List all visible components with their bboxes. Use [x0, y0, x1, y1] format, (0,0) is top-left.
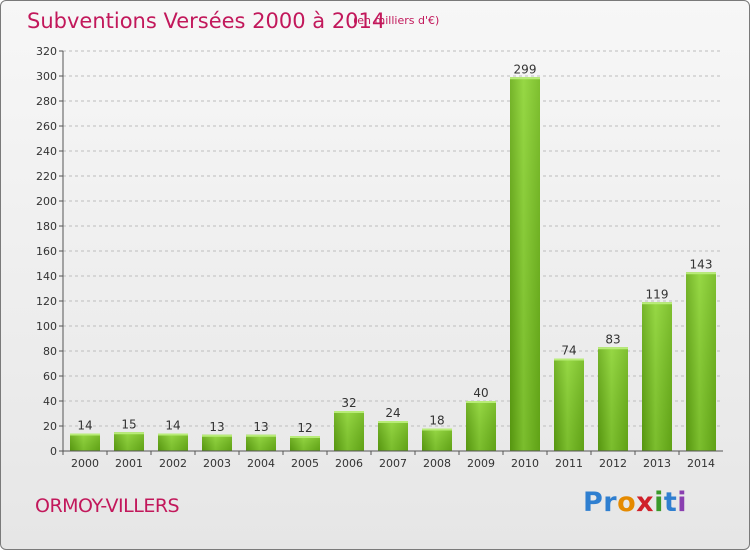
x-tick-label: 2004	[247, 457, 275, 470]
bar-shade	[466, 401, 496, 451]
bar-shade	[70, 433, 100, 451]
bar-top	[554, 358, 584, 361]
y-tick-label: 240	[36, 145, 57, 158]
value-label: 24	[385, 406, 400, 420]
bar-shade	[290, 436, 320, 451]
commune-name: ORMOY-VILLERS	[35, 495, 180, 517]
logo-part: o	[617, 487, 637, 518]
bar-shade	[158, 433, 188, 451]
y-tick-label: 100	[36, 320, 57, 333]
y-tick-label: 0	[50, 445, 57, 458]
bar-top	[598, 347, 628, 350]
logo-part: i	[677, 487, 688, 518]
bar-shade	[422, 428, 452, 451]
bar-shade	[114, 432, 144, 451]
bar-top	[378, 421, 408, 423]
x-tick-label: 2010	[511, 457, 539, 470]
x-tick-label: 2012	[599, 457, 627, 470]
chart-title: Subventions Versées 2000 à 2014	[27, 9, 386, 33]
bar-top	[246, 434, 276, 437]
value-label: 14	[77, 419, 92, 433]
y-tick-label: 260	[36, 120, 57, 133]
y-tick-label: 300	[36, 70, 57, 83]
bar-shade	[598, 347, 628, 451]
bar-top	[466, 401, 496, 403]
bar-shade	[686, 272, 716, 451]
value-label: 15	[121, 417, 136, 431]
y-tick-label: 280	[36, 95, 57, 108]
bar-top	[158, 433, 188, 436]
x-tick-label: 2005	[291, 457, 319, 470]
x-tick-label: 2006	[335, 457, 363, 470]
y-tick-label: 160	[36, 245, 57, 258]
proxiti-logo: Proxiti	[583, 487, 687, 518]
value-label: 13	[253, 420, 268, 434]
logo-part: Pr	[583, 487, 618, 518]
value-label: 83	[605, 332, 620, 346]
x-tick-label: 2003	[203, 457, 231, 470]
bar-shade	[510, 77, 540, 451]
y-tick-label: 80	[43, 345, 57, 358]
bar-top	[686, 272, 716, 275]
y-tick-label: 20	[43, 420, 57, 433]
bar-top	[510, 77, 540, 80]
y-tick-label: 60	[43, 370, 57, 383]
value-label: 74	[561, 344, 576, 358]
y-tick-label: 220	[36, 170, 57, 183]
value-label: 143	[690, 257, 713, 271]
x-tick-label: 2013	[643, 457, 671, 470]
bar-top	[202, 434, 232, 437]
value-label: 14	[165, 419, 180, 433]
y-tick-label: 120	[36, 295, 57, 308]
bar-shade	[642, 302, 672, 451]
bar-shade	[334, 411, 364, 451]
bar-shade	[202, 434, 232, 451]
x-tick-label: 2000	[71, 457, 99, 470]
x-tick-label: 2014	[687, 457, 715, 470]
logo-part: i	[654, 487, 664, 518]
value-label: 18	[429, 414, 444, 428]
x-tick-label: 2011	[555, 457, 583, 470]
bar-top	[422, 428, 452, 431]
y-tick-label: 200	[36, 195, 57, 208]
value-label: 12	[297, 421, 312, 435]
y-tick-label: 40	[43, 395, 57, 408]
y-tick-label: 320	[36, 45, 57, 58]
bar-shade	[378, 421, 408, 451]
value-label: 40	[473, 386, 488, 400]
bar-top	[334, 411, 364, 413]
y-tick-label: 140	[36, 270, 57, 283]
bar-shade	[246, 434, 276, 451]
x-tick-label: 2009	[467, 457, 495, 470]
logo-part: t	[663, 487, 678, 518]
x-tick-label: 2001	[115, 457, 143, 470]
bar-top	[642, 302, 672, 305]
x-tick-label: 2002	[159, 457, 187, 470]
bar-shade	[554, 358, 584, 451]
value-label: 119	[646, 287, 669, 301]
bar-top	[290, 436, 320, 438]
value-label: 32	[341, 396, 356, 410]
y-tick-label: 180	[36, 220, 57, 233]
x-tick-label: 2007	[379, 457, 407, 470]
x-tick-label: 2008	[423, 457, 451, 470]
value-label: 13	[209, 420, 224, 434]
bar-top	[70, 433, 100, 436]
bar-top	[114, 432, 144, 435]
chart-subtitle: (en milliers d'€)	[353, 14, 440, 27]
value-label: 299	[514, 62, 537, 76]
logo-part: x	[636, 487, 655, 518]
